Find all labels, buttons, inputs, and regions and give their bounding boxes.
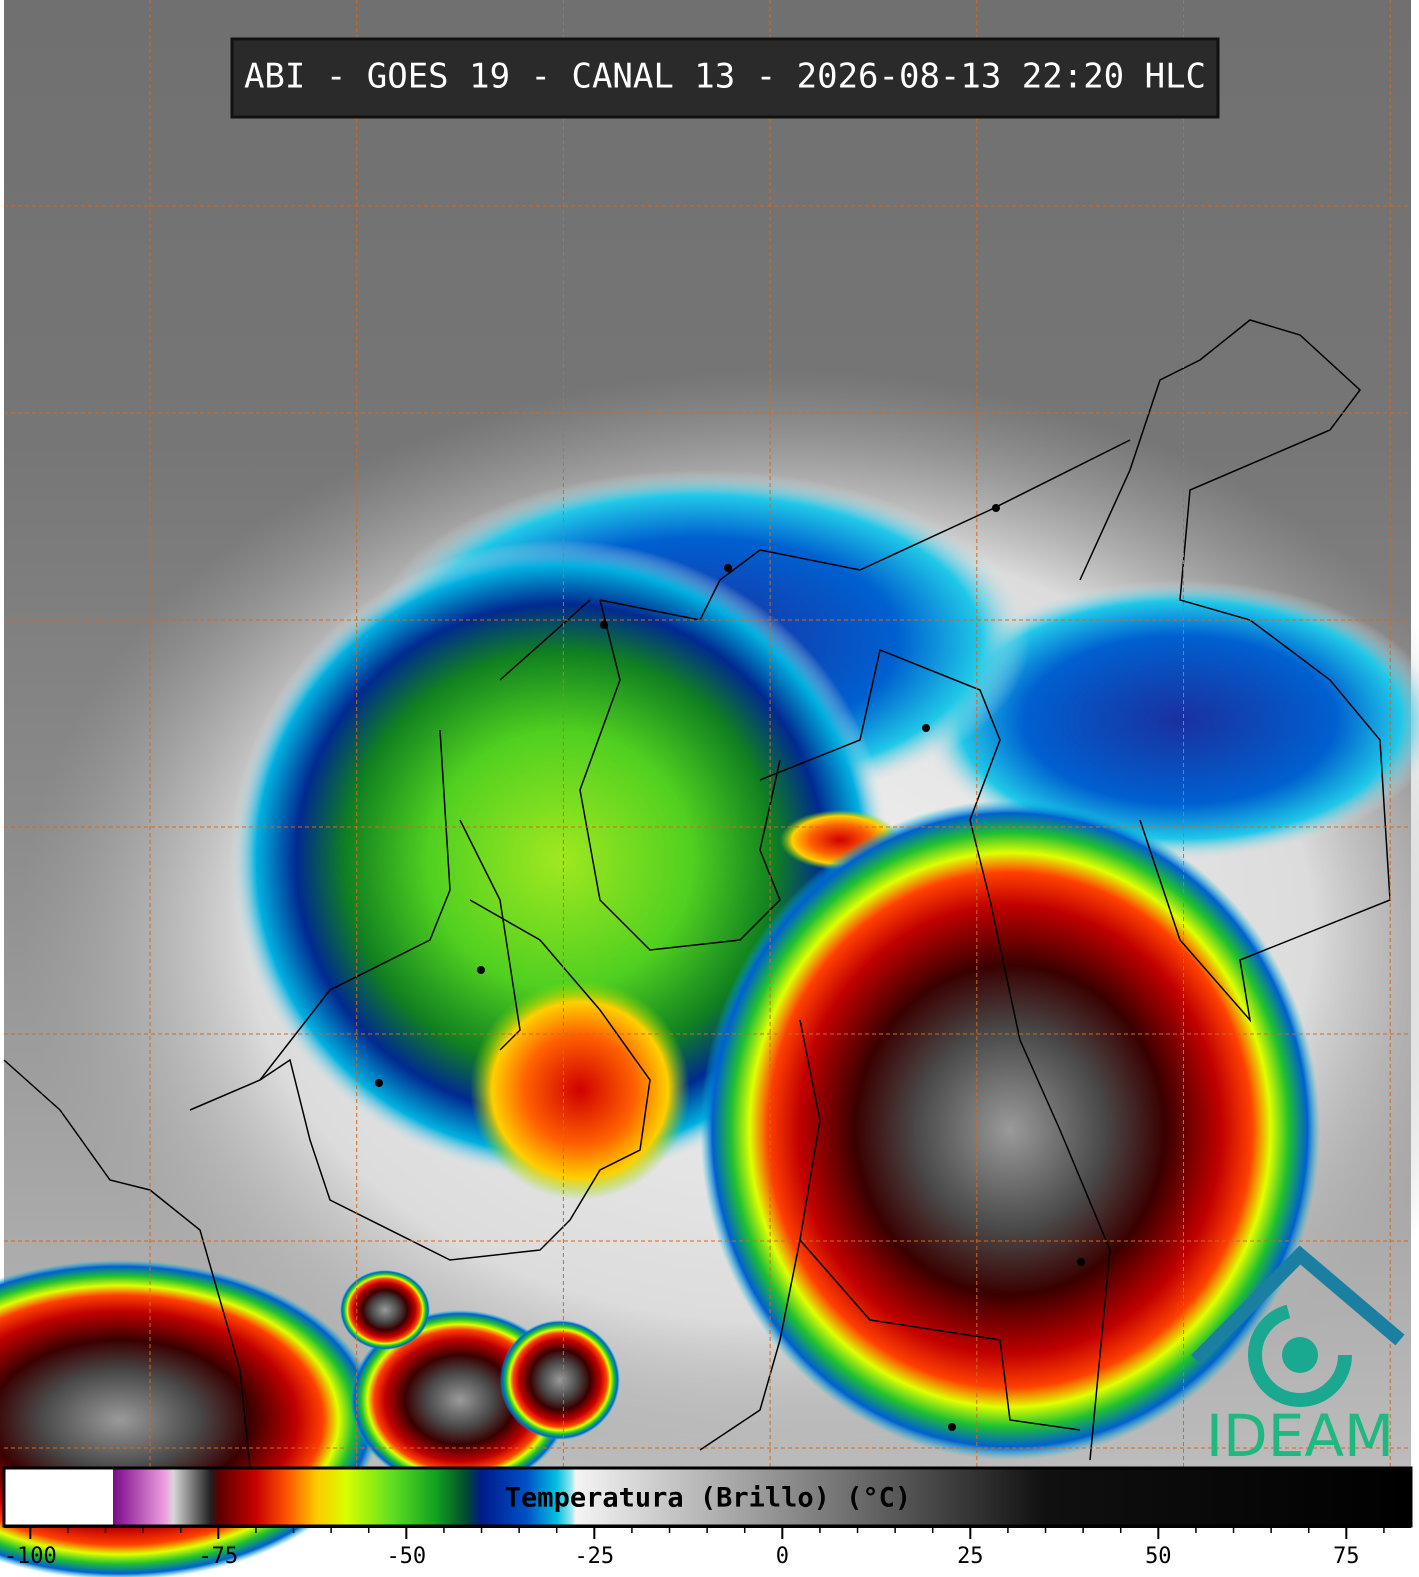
tick-label: 25 (957, 1544, 984, 1569)
tick-label: 0 (776, 1544, 789, 1569)
tick-label: -50 (386, 1544, 426, 1569)
tick-label: 75 (1333, 1544, 1360, 1569)
logo-text: IDEAM (1206, 1402, 1394, 1470)
lat-lon-grid (4, 0, 1411, 1468)
logo: IDEAM (1191, 1245, 1405, 1470)
tick-label: -100 (4, 1544, 57, 1569)
tick-label: -75 (198, 1544, 238, 1569)
tick-label: 50 (1145, 1544, 1172, 1569)
colorbar-axis: -100 -75 -50 -25 0 25 50 75 (4, 1526, 1411, 1569)
title-box (230, 37, 1220, 119)
tick-label: -25 (574, 1544, 614, 1569)
colorbar-label: Temperatura (Brillo) (°C) (505, 1483, 911, 1514)
title: ABI - GOES 19 - CANAL 13 - 2026-08-13 22… (244, 57, 1206, 97)
